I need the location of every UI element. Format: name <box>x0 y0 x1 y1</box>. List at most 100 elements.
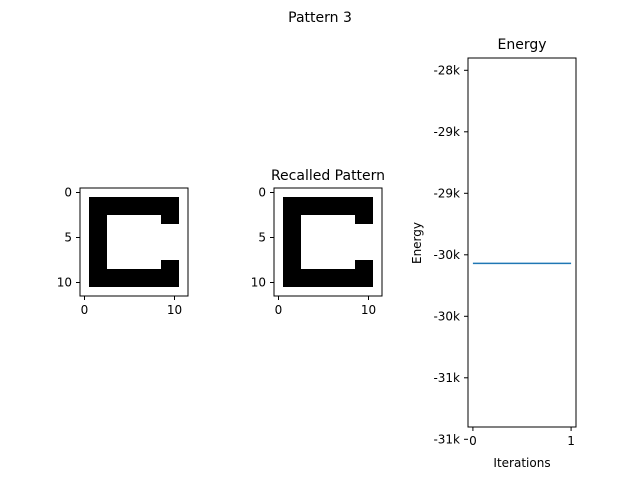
recalled-pattern-cell <box>283 215 293 225</box>
recalled-pattern-cell <box>310 287 320 297</box>
pattern-cell <box>125 260 135 270</box>
pattern-cell <box>125 206 135 216</box>
recalled-pattern-cell <box>328 197 338 207</box>
recalled-pattern-cell <box>373 278 383 288</box>
pattern-cell <box>107 278 117 288</box>
pattern-cell <box>134 206 144 216</box>
pattern-cell <box>80 269 90 279</box>
recalled-pattern-cell <box>337 206 347 216</box>
recalled-pattern-cell <box>319 224 329 234</box>
energy-y-tick-label: -31k <box>433 371 460 385</box>
pattern-cell <box>179 197 189 207</box>
recalled-pattern-cell <box>364 215 374 225</box>
pattern-x-tick-label: 0 <box>81 303 89 317</box>
recalled-pattern-title: Recalled Pattern <box>271 168 385 184</box>
pattern-cell <box>80 233 90 243</box>
pattern-y-tick-label: 5 <box>64 231 72 245</box>
recalled-pattern-cell <box>328 269 338 279</box>
pattern-cell <box>143 269 153 279</box>
pattern-cell <box>89 215 99 225</box>
pattern-cell <box>179 287 189 297</box>
recalled-pattern-cell <box>373 224 383 234</box>
recalled-pattern-cell <box>283 242 293 252</box>
pattern-cell <box>161 260 171 270</box>
pattern-cell <box>116 197 126 207</box>
recalled-pattern-cell <box>355 188 365 198</box>
pattern-cell <box>98 206 108 216</box>
pattern-cell <box>125 269 135 279</box>
pattern-cell <box>161 251 171 261</box>
pattern-cell <box>116 269 126 279</box>
recalled-pattern-cell <box>328 188 338 198</box>
recalled-pattern-cell <box>319 197 329 207</box>
pattern-cell <box>143 197 153 207</box>
pattern-cell <box>170 278 180 288</box>
recalled-pattern-cell <box>310 215 320 225</box>
recalled-pattern-cell <box>364 197 374 207</box>
pattern-cell <box>107 242 117 252</box>
energy-y-tick-label: -31k <box>433 432 460 446</box>
recalled-pattern-cell <box>337 287 347 297</box>
recalled-pattern-cell <box>310 269 320 279</box>
pattern-cell <box>98 278 108 288</box>
recalled-pattern-cell <box>364 224 374 234</box>
energy-panel: Energy 0 1 -28k -29k -29k -30k -30k -31k -31k It… <box>410 37 577 470</box>
recalled-pattern-cell <box>328 260 338 270</box>
pattern-cell <box>152 197 162 207</box>
pattern-cell <box>179 206 189 216</box>
recalled-pattern-cell <box>301 287 311 297</box>
recalled-pattern-cell <box>355 233 365 243</box>
recalled-pattern-cell <box>328 224 338 234</box>
pattern-cell <box>125 233 135 243</box>
pattern-cell <box>179 233 189 243</box>
pattern-cell <box>116 206 126 216</box>
recalled-pattern-cell <box>310 206 320 216</box>
pattern-y-tick-label: 0 <box>64 186 72 200</box>
energy-y-tick-label: -30k <box>433 248 460 262</box>
pattern-cell <box>80 224 90 234</box>
recalled-pattern-cell <box>292 287 302 297</box>
recalled-pattern-cell <box>292 251 302 261</box>
recalled-pattern-cell <box>283 206 293 216</box>
recalled-pattern-cell <box>283 233 293 243</box>
recalled-pattern-panel: Recalled Pattern 0 10 0 5 10 <box>251 168 385 317</box>
recalled-pattern-cell <box>328 287 338 297</box>
recalled-pattern-cell <box>346 188 356 198</box>
pattern-cell <box>116 215 126 225</box>
energy-y-tick-label: -29k <box>433 186 460 200</box>
pattern-cell <box>152 287 162 297</box>
recalled-pattern-cell <box>301 251 311 261</box>
pattern-cell <box>143 224 153 234</box>
pattern-cell <box>143 233 153 243</box>
pattern-cell <box>161 197 171 207</box>
recalled-pattern-y-tick-label: 0 <box>258 186 266 200</box>
recalled-pattern-cell <box>292 242 302 252</box>
recalled-pattern-cell <box>274 251 284 261</box>
pattern-cell <box>89 251 99 261</box>
energy-y-tick-label: -28k <box>433 63 460 77</box>
pattern-cell <box>107 188 117 198</box>
recalled-pattern-cell <box>346 242 356 252</box>
pattern-cell <box>134 287 144 297</box>
pattern-cell <box>134 188 144 198</box>
pattern-cell <box>116 242 126 252</box>
pattern-cell <box>179 269 189 279</box>
pattern-cell <box>98 242 108 252</box>
pattern-cell <box>152 260 162 270</box>
recalled-pattern-cell <box>319 215 329 225</box>
pattern-cell <box>98 260 108 270</box>
recalled-pattern-cell <box>337 197 347 207</box>
recalled-pattern-cell <box>346 224 356 234</box>
pattern-cell <box>89 197 99 207</box>
recalled-pattern-cell <box>346 269 356 279</box>
energy-x-tick-label: 1 <box>567 434 575 448</box>
recalled-pattern-cell <box>274 206 284 216</box>
recalled-pattern-y-tick-label: 5 <box>258 231 266 245</box>
pattern-cell <box>134 269 144 279</box>
recalled-pattern-cell <box>373 287 383 297</box>
recalled-pattern-cell <box>310 278 320 288</box>
pattern-cell <box>134 251 144 261</box>
recalled-pattern-cell <box>346 206 356 216</box>
recalled-pattern-cell <box>355 197 365 207</box>
pattern-cell <box>170 215 180 225</box>
